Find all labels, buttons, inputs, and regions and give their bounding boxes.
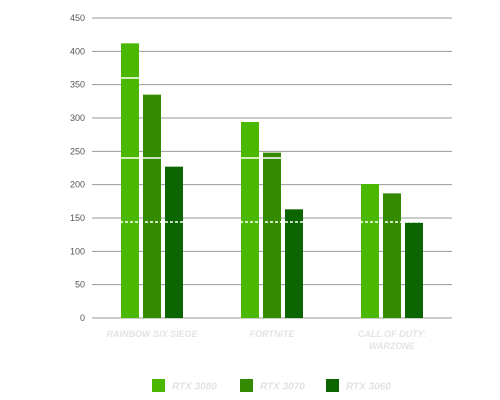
y-tick-label: 350	[70, 80, 85, 90]
y-tick-label: 150	[70, 213, 85, 223]
x-category-label: RAINBOW SIX SIEGE	[106, 329, 198, 339]
y-tick-label: 0	[80, 313, 85, 323]
y-tick-label: 300	[70, 113, 85, 123]
y-tick-label: 50	[75, 280, 85, 290]
legend-swatch	[152, 379, 165, 392]
legend-swatch	[326, 379, 339, 392]
y-tick-label: 200	[70, 180, 85, 190]
y-tick-label: 250	[70, 146, 85, 156]
y-tick-label: 100	[70, 246, 85, 256]
legend-swatch	[240, 379, 253, 392]
bar-rtx-3060	[405, 222, 423, 318]
bars	[121, 43, 423, 319]
legend: RTX 3080 RTX 3070 RTX 3060	[152, 379, 391, 393]
legend-label: RTX 3070	[260, 382, 305, 393]
legend-label: RTX 3060	[346, 382, 391, 393]
bar-rtx-3070	[383, 193, 401, 318]
bar-rtx-3070	[263, 152, 281, 318]
reference-lines	[120, 77, 424, 223]
bar-rtx-3080	[121, 43, 139, 318]
x-axis-category-labels: RAINBOW SIX SIEGE FORTNITE CALL OF DUTY: WA…	[106, 329, 426, 351]
x-category-label: FORTNITE	[250, 329, 296, 339]
y-axis-tick-labels: 0 50 100 150 200 250 300 350 400 450	[70, 13, 85, 323]
legend-label: RTX 3080	[172, 382, 217, 393]
bar-rtx-3080	[241, 122, 259, 318]
y-tick-label: 400	[70, 46, 85, 56]
x-category-label: CALL OF DUTY: WARZONE	[358, 329, 426, 351]
bar-rtx-3060	[285, 209, 303, 318]
bar-rtx-3070	[143, 94, 161, 319]
bar-rtx-3080	[361, 184, 379, 318]
y-tick-label: 450	[70, 13, 85, 23]
bar-rtx-3060	[165, 166, 183, 318]
